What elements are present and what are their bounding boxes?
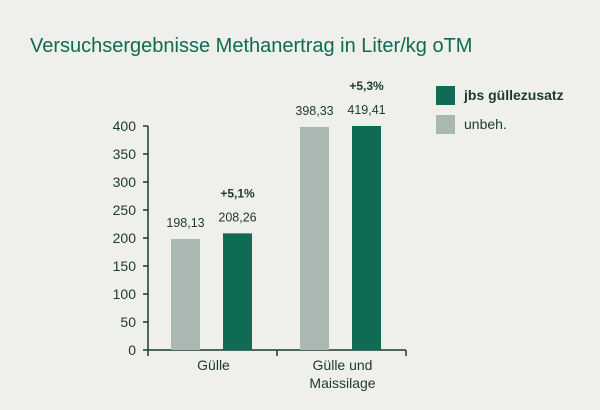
y-tick-label: 250 — [113, 202, 137, 218]
legend-label: jbs güllezusatz — [463, 87, 564, 103]
legend-swatch — [436, 86, 455, 105]
data-labels: 198,13 398,33 208,26 419,41 +5,1% +5,3% — [166, 79, 385, 230]
bar-unbeh-1 — [300, 126, 329, 350]
bar-value-label: 198,13 — [166, 216, 204, 230]
legend-label: unbeh. — [464, 116, 507, 132]
bar-value-label: 398,33 — [295, 104, 333, 118]
bar-value-label: 208,26 — [218, 210, 256, 224]
y-tick-label: 300 — [113, 174, 137, 190]
y-tick-label: 350 — [113, 146, 137, 162]
y-tick-label: 200 — [113, 230, 137, 246]
bar-unbeh-0 — [171, 239, 200, 350]
chart-title: Versuchsergebnisse Methanertrag in Liter… — [30, 35, 472, 57]
y-tick-label: 0 — [128, 342, 136, 358]
y-tick-label: 150 — [113, 258, 137, 274]
bar-jbs-0 — [223, 233, 252, 350]
bar-value-label: 419,41 — [347, 103, 385, 117]
y-tick-label: 100 — [113, 286, 137, 302]
y-tick-label: 400 — [113, 118, 137, 134]
bars — [171, 126, 381, 350]
bar-jbs-1 — [352, 126, 381, 350]
x-category-label: Gülle und — [313, 357, 373, 373]
legend: jbs güllezusatz unbeh. — [436, 86, 564, 134]
x-category-label: Maissilage — [309, 375, 375, 391]
x-category-label: Gülle — [197, 357, 230, 373]
legend-swatch — [436, 115, 455, 134]
percent-change-annotation: +5,1% — [220, 186, 255, 200]
percent-change-annotation: +5,3% — [349, 79, 384, 93]
axes: 0 50 100 150 200 250 300 350 400 Gülle Gülle und Ma… — [113, 118, 407, 391]
y-tick-label: 50 — [120, 314, 136, 330]
